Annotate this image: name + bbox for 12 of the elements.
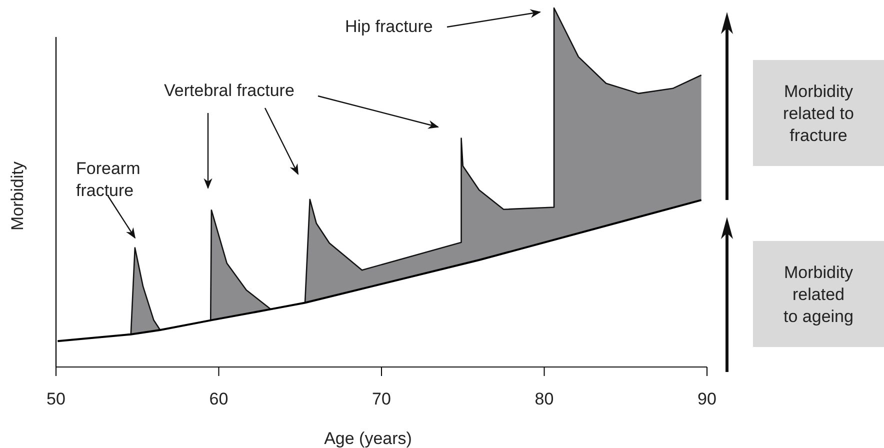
x-tick-label: 60 [209,390,228,408]
y-axis-title: Morbidity [8,161,27,230]
x-axis-title: Age (years) [324,429,412,448]
text: Morbidity related to ageing [784,263,854,326]
annotation: Hip fracture [345,17,433,36]
x-tick-label: 90 [698,390,716,408]
x-tick-label: 70 [372,390,391,408]
x-tick-label: 50 [46,390,66,408]
annotation: Vertebral fracture [164,81,294,100]
x-tick-label: 80 [534,390,554,408]
annotation: Forearm fracture [76,159,140,200]
text: Morbidity related to fracture [783,82,854,145]
